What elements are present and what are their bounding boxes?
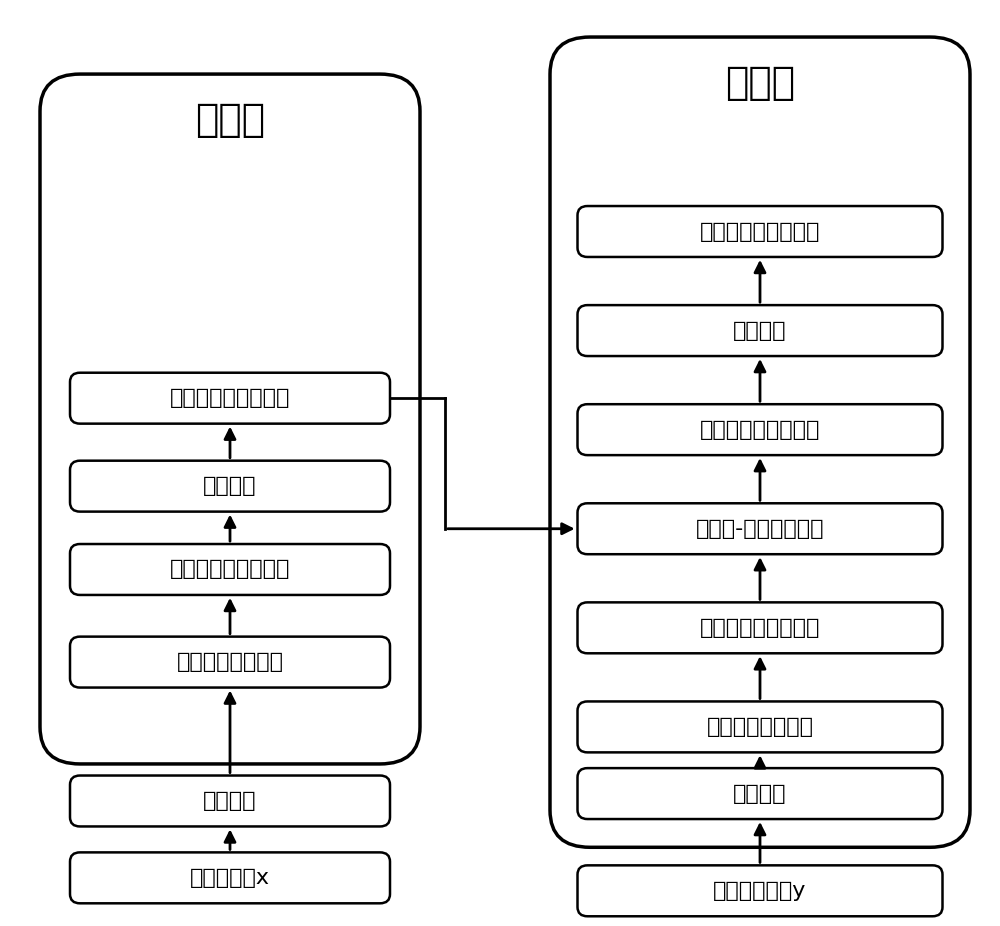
Text: 词嵌入层: 词嵌入层 bbox=[203, 791, 257, 811]
Text: 编码端-解码端注意力: 编码端-解码端注意力 bbox=[696, 519, 824, 539]
Text: 源语言文本x: 源语言文本x bbox=[190, 868, 270, 888]
Text: 词嵌入层: 词嵌入层 bbox=[733, 783, 787, 804]
Text: 编码器: 编码器 bbox=[195, 101, 265, 140]
FancyBboxPatch shape bbox=[70, 372, 390, 424]
Text: 层归一化与残差连接: 层归一化与残差连接 bbox=[170, 388, 290, 408]
Text: 全连接层: 全连接层 bbox=[733, 320, 787, 341]
FancyBboxPatch shape bbox=[70, 544, 390, 595]
Text: 解码器: 解码器 bbox=[725, 64, 795, 103]
FancyBboxPatch shape bbox=[40, 74, 420, 764]
FancyBboxPatch shape bbox=[578, 404, 942, 455]
FancyBboxPatch shape bbox=[578, 865, 942, 917]
FancyBboxPatch shape bbox=[578, 602, 942, 654]
FancyBboxPatch shape bbox=[550, 37, 970, 847]
FancyBboxPatch shape bbox=[578, 305, 942, 356]
FancyBboxPatch shape bbox=[70, 776, 390, 826]
FancyBboxPatch shape bbox=[578, 504, 942, 554]
Text: 全连接层: 全连接层 bbox=[203, 476, 257, 496]
Text: 多头自注意力机制: 多头自注意力机制 bbox=[706, 717, 814, 737]
FancyBboxPatch shape bbox=[70, 461, 390, 511]
Text: 层归一化与残差连接: 层归一化与残差连接 bbox=[700, 419, 820, 440]
FancyBboxPatch shape bbox=[578, 702, 942, 752]
FancyBboxPatch shape bbox=[578, 206, 942, 257]
Text: 层归一化与残差连接: 层归一化与残差连接 bbox=[700, 618, 820, 638]
Text: 层归一化与残差连接: 层归一化与残差连接 bbox=[700, 221, 820, 242]
FancyBboxPatch shape bbox=[578, 769, 942, 820]
Text: 多头自注意力机制: 多头自注意力机制 bbox=[176, 652, 284, 672]
FancyBboxPatch shape bbox=[70, 852, 390, 904]
Text: 层归一化与残差连接: 层归一化与残差连接 bbox=[170, 559, 290, 580]
Text: 目标语言文本y: 目标语言文本y bbox=[713, 881, 807, 901]
FancyBboxPatch shape bbox=[70, 637, 390, 687]
